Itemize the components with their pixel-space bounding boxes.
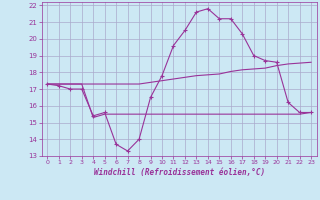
X-axis label: Windchill (Refroidissement éolien,°C): Windchill (Refroidissement éolien,°C)	[94, 168, 265, 177]
